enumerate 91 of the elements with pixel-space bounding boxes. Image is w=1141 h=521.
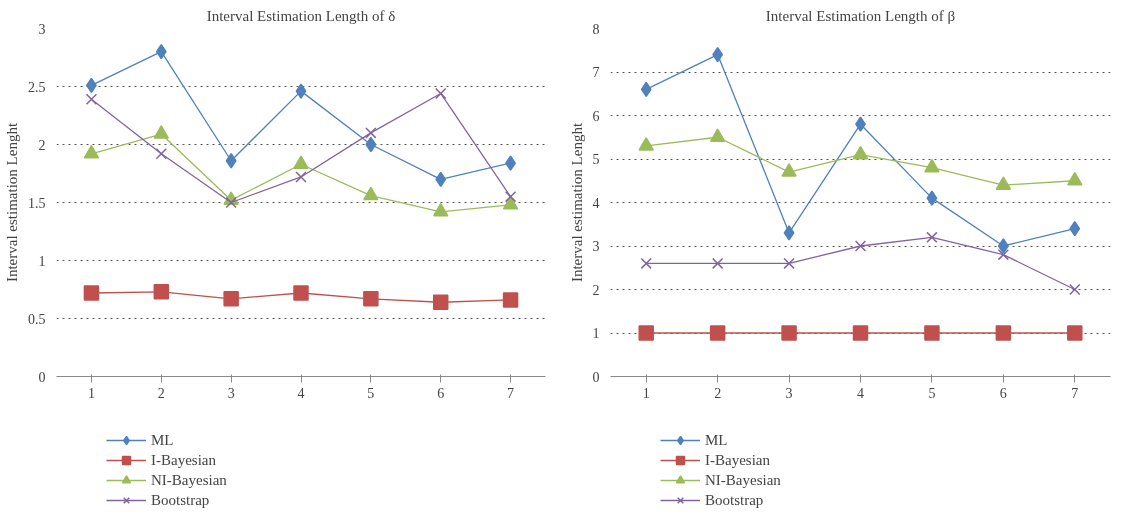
point (1067, 171, 1083, 186)
x-tick-label: 2 (157, 385, 165, 401)
legend-label: NI-Bayesian (151, 471, 227, 489)
x-tick-label: 5 (928, 385, 936, 401)
y-tick-label: 8 (592, 21, 600, 37)
point (783, 257, 795, 270)
point (638, 137, 654, 151)
legend-label: ML (151, 431, 174, 449)
point (1069, 220, 1081, 237)
x-tick-label: 6 (437, 385, 445, 401)
point (153, 125, 170, 139)
chart-title: Interval Estimation Length of β (765, 7, 956, 24)
legend-label: I-Bayesian (705, 451, 770, 469)
point (504, 191, 517, 203)
point (997, 249, 1010, 261)
point (854, 240, 867, 252)
y-axis-title: Interval estimation Lenght (568, 122, 585, 283)
point (711, 257, 724, 270)
point (432, 294, 449, 311)
point (365, 136, 377, 153)
x-tick-label: 5 (367, 385, 375, 401)
point (995, 325, 1012, 341)
point (502, 292, 519, 308)
point (709, 128, 726, 143)
legend-label: I-Bayesian (151, 451, 216, 469)
y-tick-label: 2 (592, 282, 600, 298)
x-tick-label: 1 (642, 385, 650, 401)
x-tick-label: 7 (1071, 385, 1079, 401)
point (638, 325, 654, 341)
point (365, 127, 377, 139)
y-tick-label: 2.5 (28, 79, 46, 95)
point (781, 163, 797, 177)
point (924, 158, 940, 173)
point (926, 231, 938, 243)
legend-label: ML (705, 431, 728, 449)
legend-label: Bootstrap (151, 491, 210, 509)
y-tick-label: 2 (38, 137, 46, 153)
point (783, 225, 795, 241)
point (153, 284, 170, 300)
point (295, 171, 307, 183)
point (295, 83, 307, 99)
x-tick-label: 3 (227, 385, 235, 401)
y-tick-label: 5 (592, 152, 600, 167)
x-tick-label: 3 (785, 385, 793, 401)
y-tick-label: 0.5 (28, 311, 46, 327)
point (926, 190, 938, 206)
y-tick-label: 1.5 (28, 195, 46, 211)
point (155, 148, 167, 160)
x-tick-label: 1 (87, 385, 95, 401)
point (640, 81, 652, 98)
point (1069, 283, 1081, 296)
legend-label: NI-Bayesian (705, 471, 781, 489)
x-tick-label: 2 (714, 385, 722, 401)
point (83, 285, 100, 301)
point (997, 238, 1009, 254)
legend-label: Bootstrap (705, 491, 764, 509)
point (293, 285, 309, 301)
y-tick-label: 7 (592, 65, 600, 80)
point (363, 291, 379, 307)
point (363, 186, 379, 201)
point (781, 325, 797, 341)
point (85, 93, 98, 105)
y-tick-label: 0 (592, 369, 600, 385)
y-tick-label: 6 (592, 108, 600, 124)
y-tick-label: 3 (38, 21, 46, 37)
x-tick-label: 4 (297, 385, 305, 401)
point (225, 196, 237, 209)
x-tick-label: 6 (999, 385, 1007, 401)
point (225, 152, 237, 169)
point (709, 325, 726, 341)
y-tick-label: 3 (592, 239, 600, 254)
point (435, 87, 447, 100)
point (1067, 325, 1083, 341)
chart-title: Interval Estimation Length of δ (206, 7, 396, 24)
point (712, 46, 724, 63)
point (435, 171, 447, 188)
y-tick-label: 0 (38, 369, 46, 385)
point (995, 176, 1012, 190)
point (223, 291, 239, 307)
y-tick-label: 4 (592, 195, 600, 211)
point (293, 155, 309, 170)
x-tick-label: 7 (507, 385, 515, 401)
y-tick-label: 1 (38, 253, 46, 269)
point (924, 325, 940, 341)
point (852, 325, 869, 341)
x-tick-label: 4 (857, 385, 864, 401)
point (155, 43, 167, 60)
y-tick-label: 1 (592, 326, 600, 341)
point (852, 145, 869, 160)
y-axis-title: Interval estimation Lenght (4, 122, 20, 283)
point (640, 257, 652, 270)
